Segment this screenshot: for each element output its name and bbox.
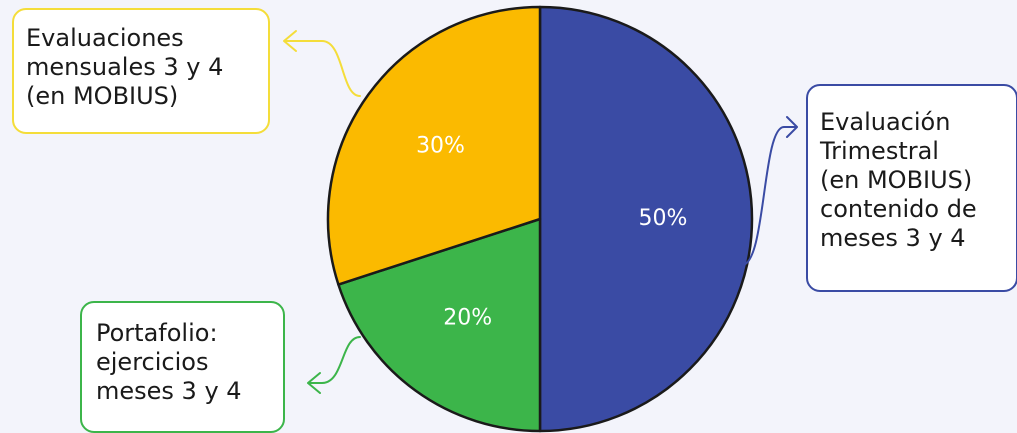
pie-slice-value-label: 20% (443, 305, 492, 330)
pie-slice-evaluaciones-mensuales (326, 5, 542, 286)
pie-slice-value-label: 30% (416, 134, 465, 159)
callout-mensuales: Evaluaciones mensuales 3 y 4 (en MOBIUS) (12, 8, 270, 134)
pie-slices (326, 5, 754, 433)
pie-value-labels: 50% 20% 30% (416, 134, 687, 331)
callout-portafolio: Portafolio: ejercicios meses 3 y 4 (80, 301, 285, 433)
arrow-to-portafolio-icon (307, 336, 361, 394)
pie-slice-evaluaci-n (538, 5, 754, 433)
callout-trimestral: Evaluación Trimestral (en MOBIUS) conten… (806, 84, 1017, 292)
arrow-to-trimestral-icon (741, 116, 798, 266)
pie-slice-value-label: 50% (639, 206, 688, 231)
pie-slice-portafolio-ejercicios (337, 217, 542, 433)
arrow-to-mensuales-icon (283, 30, 361, 97)
